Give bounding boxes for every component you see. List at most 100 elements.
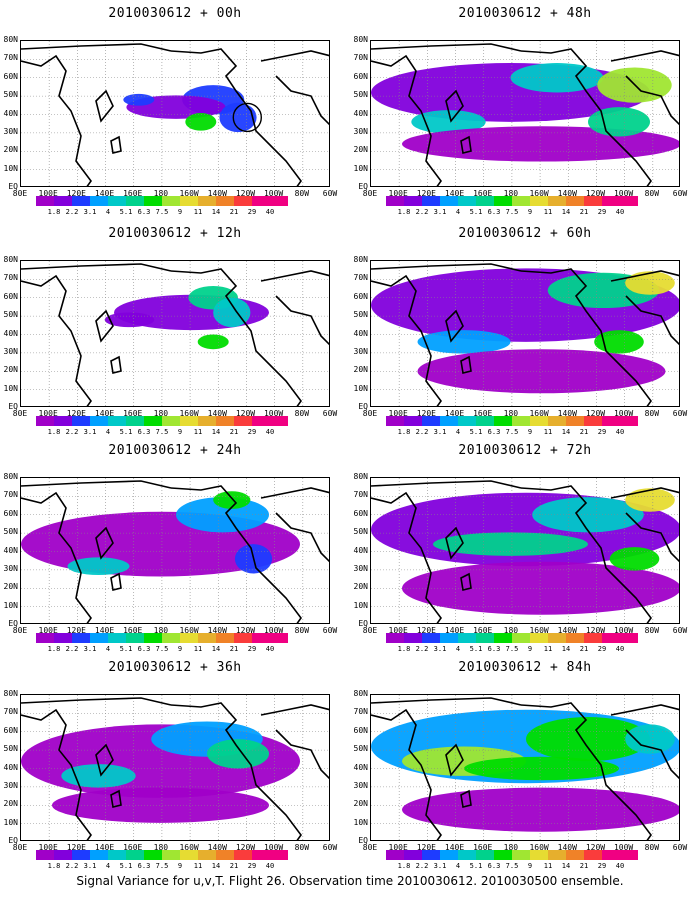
colorbar-label: 2.2 (65, 645, 79, 653)
variance-shading (67, 557, 130, 576)
variance-shading (185, 113, 217, 131)
panel-title: 2010030612 + 60h (458, 226, 592, 241)
latitude-label: EQ (8, 619, 18, 628)
latitude-label: 50N (353, 310, 368, 320)
longitude-label: 120E (416, 409, 436, 418)
colorbar-label: 6.3 (137, 645, 151, 653)
colorbar-label: 4 (105, 862, 111, 870)
panel-title: 2010030612 + 12h (108, 226, 242, 241)
colorbar-label: 14 (561, 208, 571, 216)
colorbar-label: 14 (211, 428, 221, 436)
latitude-label: 60N (353, 725, 368, 735)
longitude-label: 100E (388, 189, 408, 198)
colorbar-swatch (404, 416, 422, 426)
coastline (260, 270, 329, 282)
panel-84h: 2010030612 + 84h 80N 70N 60N 50N 40N 30N 20N 10… (350, 654, 700, 879)
latitude-label: 10N (3, 817, 18, 827)
colorbar-swatch (216, 850, 234, 860)
colorbar-swatch (144, 633, 162, 643)
longitude-label: 180 (153, 843, 169, 852)
longitude-label: 120W (235, 409, 256, 418)
colorbar-label: 1.8 (47, 208, 61, 216)
colorbar-swatch (422, 416, 440, 426)
colorbar-label: 9 (527, 645, 533, 653)
colorbar-label: 3.1 (83, 862, 97, 870)
colorbar-swatch (566, 196, 584, 206)
longitude-label: 140E (444, 843, 465, 852)
coastline (610, 270, 679, 282)
colorbar-label: 11 (543, 645, 553, 653)
colorbar (386, 850, 638, 860)
colorbar-swatch (584, 633, 602, 643)
latitude-label: 80N (353, 472, 368, 481)
colorbar-label: 6.3 (487, 428, 501, 436)
variance-shading (219, 102, 257, 133)
longitude-label: 180 (503, 626, 519, 635)
coastline (275, 295, 329, 346)
colorbar-label: 7.5 (505, 208, 519, 216)
latitude-label: 40N (353, 545, 368, 555)
longitude-label: 140W (557, 626, 577, 635)
colorbar-swatch (108, 850, 126, 860)
latitude-label: 10N (3, 163, 18, 173)
colorbar-swatch (530, 196, 548, 206)
coastline (110, 572, 122, 591)
latitude-label: 30N (353, 126, 368, 136)
coastline (460, 572, 472, 591)
colorbar-swatch (234, 196, 252, 206)
latitude-label: 70N (353, 707, 368, 717)
longitude-label: 60W (322, 843, 338, 852)
colorbar-swatch (252, 633, 270, 643)
colorbar-swatch (144, 850, 162, 860)
coastline (170, 268, 302, 406)
longitude-label: 80W (294, 409, 310, 418)
colorbar-swatch (512, 850, 530, 860)
longitude-label: 180 (153, 626, 169, 635)
colorbar-label: 21 (579, 862, 589, 870)
colorbar-label: 2.2 (415, 428, 429, 436)
longitude-label: 60W (672, 409, 688, 418)
coastline (260, 704, 329, 716)
signal-variance-map (20, 260, 330, 407)
colorbar-swatch (386, 850, 404, 860)
longitude-label: 160E (473, 626, 493, 635)
colorbar-swatch (440, 416, 458, 426)
colorbar-label: 40 (615, 428, 625, 436)
colorbar-label: 7.5 (155, 862, 169, 870)
colorbar-swatch (252, 196, 270, 206)
longitude-label: 100E (38, 843, 58, 852)
colorbar-label: 29 (597, 645, 607, 653)
colorbar-label: 40 (615, 208, 625, 216)
latitude-label: EQ (8, 402, 18, 411)
variance-shading (213, 297, 251, 328)
longitude-label: 140E (444, 409, 465, 418)
colorbar-swatch (36, 416, 54, 426)
colorbar-label: 11 (543, 428, 553, 436)
panel-title: 2010030612 + 24h (108, 443, 242, 458)
latitude-label: 10N (3, 383, 18, 393)
colorbar-swatch (602, 633, 620, 643)
variance-shading (402, 561, 679, 615)
colorbar-label: 3.1 (83, 208, 97, 216)
coastline (625, 295, 679, 346)
longitude-label: 140E (94, 189, 115, 198)
figure-caption: Signal Variance for u,v,T. Flight 26. Ob… (76, 874, 624, 888)
longitude-label: 160W (179, 626, 199, 635)
longitude-label: 140W (557, 409, 577, 418)
variance-shading (433, 532, 588, 556)
colorbar-label: 9 (527, 428, 533, 436)
colorbar-label: 29 (247, 208, 257, 216)
longitude-label: 80W (644, 189, 660, 198)
colorbar-label: 11 (193, 428, 203, 436)
colorbar-swatch (566, 850, 584, 860)
coastline (371, 697, 522, 706)
colorbar-swatch (126, 196, 144, 206)
latitude-label: 40N (3, 328, 18, 338)
longitude-label: 100E (388, 626, 408, 635)
longitude-label: 100E (38, 189, 58, 198)
variance-shading (411, 110, 486, 134)
longitude-label: 100E (388, 843, 408, 852)
latitude-label: 40N (353, 762, 368, 772)
latitude-label: 70N (3, 490, 18, 500)
latitude-label: 70N (353, 490, 368, 500)
